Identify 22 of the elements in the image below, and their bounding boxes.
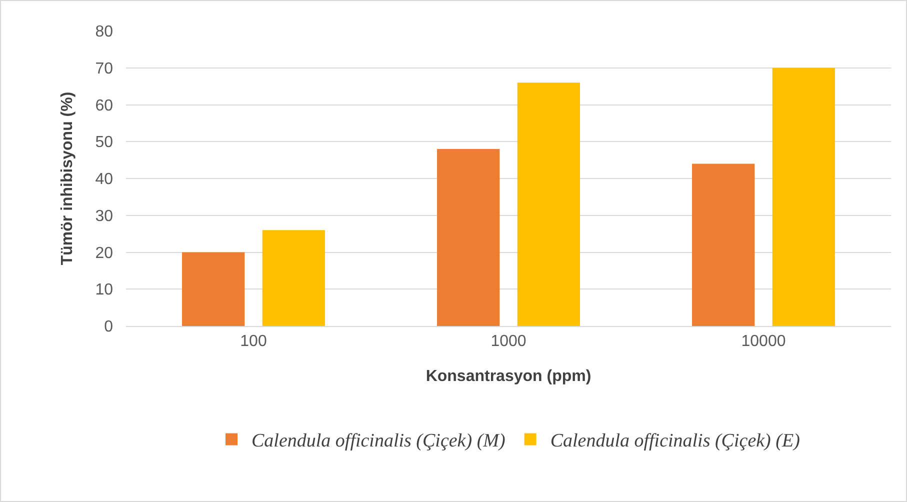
y-tick-label: 60 xyxy=(95,97,114,114)
y-tick-label: 40 xyxy=(95,171,114,188)
legend-label: Calendula officinalis (Çiçek) (E) xyxy=(550,430,800,452)
bar xyxy=(437,149,500,326)
y-tick-label: 30 xyxy=(95,208,114,225)
x-tick-label: 10000 xyxy=(741,333,786,350)
x-tick-label: 100 xyxy=(240,333,267,350)
bar xyxy=(262,230,325,326)
bar xyxy=(517,82,580,326)
legend-label: Calendula officinalis (Çiçek) (M) xyxy=(252,430,506,452)
y-tick-label: 80 xyxy=(95,24,114,41)
y-axis-title: Tümör inhibisyonu (%) xyxy=(59,92,76,266)
bar xyxy=(182,252,245,326)
bar xyxy=(692,164,755,326)
y-tick-label: 0 xyxy=(104,318,114,336)
y-tick-label: 20 xyxy=(95,244,114,262)
y-tick-label: 10 xyxy=(95,282,114,299)
x-tick-label: 1000 xyxy=(490,333,526,350)
y-tick-label: 50 xyxy=(95,134,114,152)
bar xyxy=(772,68,835,326)
x-axis-title: Konsantrasyon (ppm) xyxy=(426,368,592,385)
y-tick-label: 70 xyxy=(95,60,114,78)
